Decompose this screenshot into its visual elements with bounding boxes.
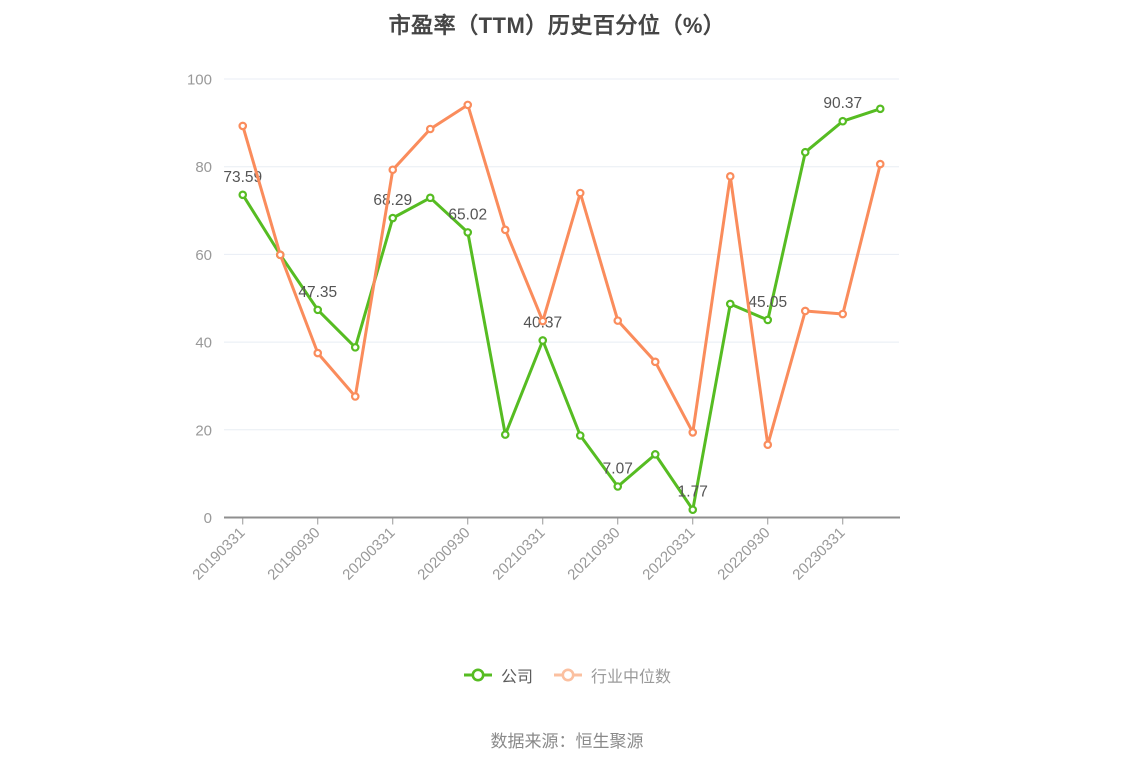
series-line-company [241, 107, 882, 512]
data-point-company[interactable] [463, 228, 473, 237]
data-point-industry-median[interactable] [313, 348, 323, 358]
y-axis-label: 60 [195, 247, 212, 264]
point-label-company: 68.29 [373, 192, 412, 209]
y-axis-label: 40 [195, 335, 212, 352]
legend-item-industry-median[interactable]: 行业中位数 [553, 663, 671, 687]
data-point-company[interactable] [763, 315, 773, 325]
y-axis-label: 0 [204, 510, 212, 527]
chart-canvas[interactable]: 20190331 20190930 20200331 20200930 20210331… [0, 0, 1134, 620]
data-point-industry-median[interactable] [238, 121, 248, 131]
x-axis-label: 20230331 [789, 524, 848, 583]
data-point-company[interactable] [538, 336, 548, 345]
data-point-industry-median[interactable] [800, 306, 810, 316]
x-axis-label: 20190331 [189, 524, 248, 583]
industry-line-marker-icon [554, 668, 582, 682]
x-axis-label: 20210930 [564, 524, 623, 583]
data-point-industry-median[interactable] [388, 165, 398, 175]
y-axis-label: 20 [195, 422, 212, 439]
point-label-company: 90.37 [823, 95, 862, 112]
data-point-company[interactable] [725, 299, 735, 309]
point-label-company: 1.77 [678, 484, 708, 501]
data-point-industry-median[interactable] [538, 316, 548, 326]
x-axis-label: 20220331 [639, 524, 698, 583]
data-point-industry-median[interactable] [875, 159, 885, 169]
data-point-company[interactable] [425, 193, 435, 203]
data-point-industry-median[interactable] [763, 440, 773, 450]
point-label-company: 7.07 [603, 460, 633, 477]
data-point-company[interactable] [613, 482, 623, 491]
point-label-company: 65.02 [448, 206, 487, 223]
x-axis-label: 20220930 [714, 524, 773, 583]
data-point-industry-median[interactable] [275, 250, 285, 260]
data-point-company[interactable] [238, 190, 248, 200]
data-point-company[interactable] [800, 147, 810, 157]
data-point-industry-median[interactable] [425, 124, 435, 134]
data-point-company[interactable] [350, 343, 360, 352]
y-axis-label: 80 [195, 159, 212, 176]
x-axis-label: 20190930 [264, 524, 323, 583]
data-point-industry-median[interactable] [350, 392, 360, 401]
data-point-industry-median[interactable] [650, 357, 660, 367]
data-point-industry-median[interactable] [838, 309, 848, 319]
data-point-company[interactable] [313, 305, 323, 315]
data-source-text: 数据来源：恒生聚源 [490, 732, 644, 751]
data-point-company[interactable] [688, 505, 698, 515]
data-point-company[interactable] [650, 450, 660, 459]
data-point-company[interactable] [388, 213, 398, 223]
data-point-company[interactable] [500, 430, 510, 439]
data-point-company[interactable] [838, 116, 848, 126]
series-line-industry-median [241, 103, 882, 447]
x-axis-label: 20200331 [339, 524, 398, 583]
data-point-industry-median[interactable] [500, 225, 510, 235]
point-label-company: 45.05 [748, 294, 787, 311]
data-point-industry-median[interactable] [688, 428, 698, 437]
point-label-company: 73.59 [223, 169, 262, 186]
data-point-industry-median[interactable] [463, 100, 473, 110]
legend-label-company: 公司 [500, 669, 533, 686]
data-point-company[interactable] [875, 104, 885, 114]
data-point-industry-median[interactable] [725, 172, 735, 181]
y-axis-label: 100 [187, 72, 212, 89]
chart-legend: 公司 行业中位数 [0, 663, 1134, 687]
point-label-company: 47.35 [298, 284, 337, 301]
x-axis-label: 20210331 [489, 524, 548, 583]
x-axis-label: 20200930 [414, 524, 473, 583]
data-point-industry-median[interactable] [613, 316, 623, 325]
data-point-company[interactable] [575, 431, 585, 440]
chart-title: 市盈率（TTM）历史百分位（%） [388, 13, 726, 38]
legend-item-company[interactable]: 公司 [463, 663, 533, 687]
company-line-marker-icon [463, 668, 492, 682]
data-point-industry-median[interactable] [575, 188, 585, 198]
legend-label-industry-median: 行业中位数 [591, 669, 672, 686]
